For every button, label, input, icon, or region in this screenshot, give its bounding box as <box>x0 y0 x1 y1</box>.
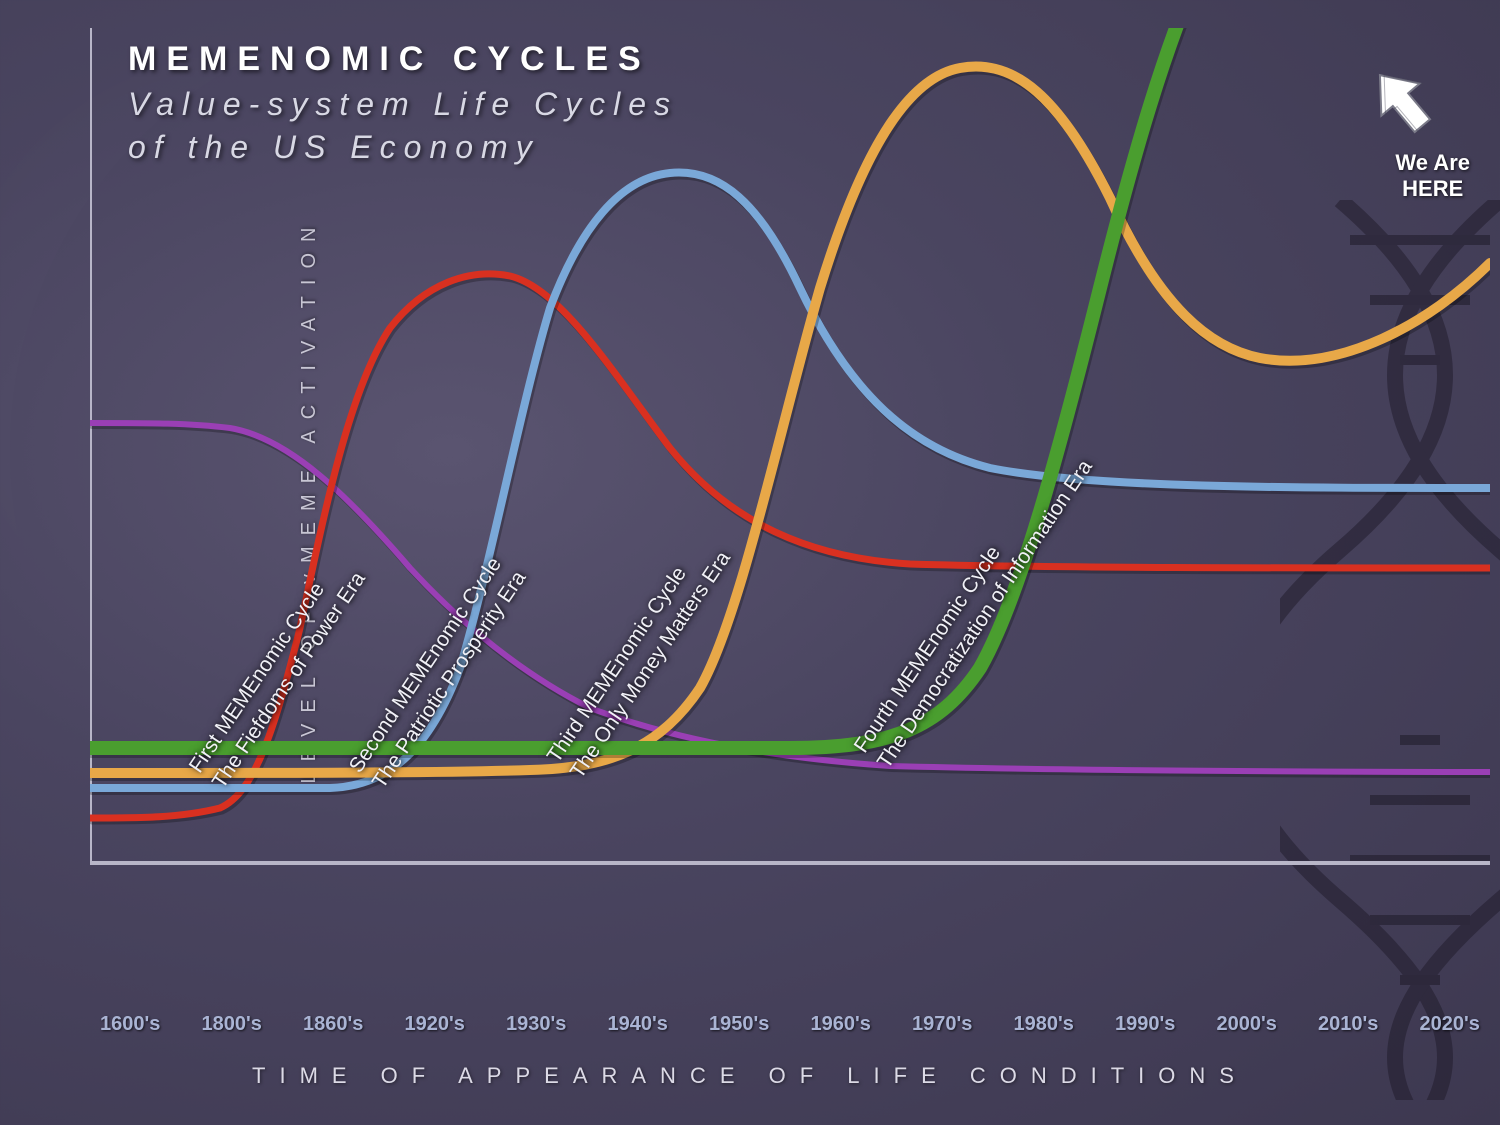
x-tick-label: 1920's <box>405 1013 465 1043</box>
x-tick-label: 1950's <box>709 1013 769 1043</box>
we-are-here-arrow-icon <box>1360 60 1450 150</box>
curve-blue <box>90 173 1490 788</box>
subtitle-line1: Value-system Life Cycles <box>128 86 678 122</box>
x-tick-label: 1960's <box>811 1013 871 1043</box>
x-tick-label: 1980's <box>1014 1013 1074 1043</box>
x-axis-ticks: 1600's 1800's 1860's 1920's 1930's 1940's 1950… <box>90 1013 1490 1043</box>
we-are-here-line2: HERE <box>1402 176 1463 201</box>
we-are-here-line1: We Are <box>1395 150 1470 175</box>
chart-title-block: MEMENOMIC CYCLES Value-system Life Cycle… <box>128 40 678 169</box>
x-tick-label: 2010's <box>1318 1013 1378 1043</box>
x-tick-label: 1860's <box>303 1013 363 1043</box>
chart-title-main: MEMENOMIC CYCLES <box>128 40 678 79</box>
x-tick-label: 1970's <box>912 1013 972 1043</box>
x-tick-label: 1600's <box>100 1013 160 1043</box>
x-tick-label: 1800's <box>202 1013 262 1043</box>
x-tick-label: 2020's <box>1420 1013 1480 1043</box>
x-tick-label: 1940's <box>608 1013 668 1043</box>
x-tick-label: 1990's <box>1115 1013 1175 1043</box>
we-are-here-label: We Are HERE <box>1395 150 1470 203</box>
subtitle-line2: of the US Economy <box>128 129 540 165</box>
x-axis-label: TIME OF APPEARANCE OF LIFE CONDITIONS <box>0 1063 1500 1089</box>
chart-title-sub: Value-system Life Cycles of the US Econo… <box>128 83 678 169</box>
x-tick-label: 2000's <box>1217 1013 1277 1043</box>
x-tick-label: 1930's <box>506 1013 566 1043</box>
